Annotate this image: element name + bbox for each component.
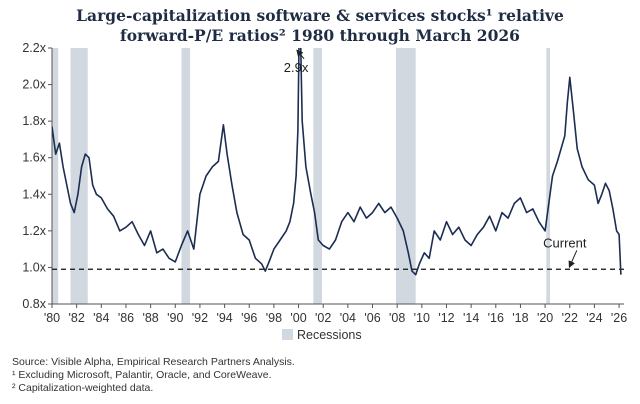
x-tick-label: '06 [364,311,380,325]
x-tick-label: '92 [192,311,208,325]
legend-label: Recessions [297,328,362,342]
recession-band [313,48,322,304]
chart-title-line-1: Large-capitalization software & services… [76,6,564,25]
legend-swatch [282,329,293,340]
y-tick-label: 1.4x [22,187,46,201]
series-group [52,48,622,276]
source-note: Source: Visible Alpha, Empirical Researc… [12,356,295,368]
annotations: 2.9x Current [284,49,587,269]
chart-title: Large-capitalization software & services… [0,6,640,46]
x-tick-label: '90 [167,311,183,325]
annotation-label: Current [543,235,587,250]
footnote-1: ¹ Excluding Microsoft, Palantir, Oracle,… [12,369,272,381]
x-tick-label: '88 [142,311,158,325]
x-tick-label: '80 [44,311,60,325]
axes: 0.8x 1.0x 1.2x 1.4x 1.6x 1.8x 2.0x 2.2x '80 '82 '8… [22,41,627,325]
recession-band [395,48,416,304]
x-tick-label: '14 [463,311,479,325]
recession-band [52,48,59,304]
y-tick-label: 0.8x [22,297,46,311]
x-tick-label: '26 [611,311,627,325]
x-tick-label: '96 [241,311,257,325]
y-tick-label: 1.2x [22,224,46,238]
x-tick-label: '22 [562,311,578,325]
x-tick-label: '86 [118,311,134,325]
x-tick-label: '82 [69,311,85,325]
recession-band [181,48,191,304]
recession-band [546,48,551,304]
y-tick-label: 2.0x [22,78,46,92]
x-tick-label: '94 [216,311,232,325]
annotation-arrow [296,49,305,60]
x-tick-label: '02 [315,311,331,325]
footnote-2: ² Capitalization-weighted data. [12,382,154,394]
legend: Recessions [282,328,362,342]
x-tick-label: '08 [389,311,405,325]
recession-band [70,48,88,304]
y-tick-label: 1.0x [22,260,46,274]
y-tick-label: 1.8x [22,114,46,128]
x-tick-label: '98 [266,311,282,325]
series-line [52,48,622,276]
chart-title-line-2: forward-P/E ratios² 1980 through March 2… [120,26,520,45]
annotation-label: 2.9x [284,60,309,75]
y-tick-label: 1.6x [22,151,46,165]
x-tick-label: '04 [340,311,356,325]
x-tick-label: '16 [488,311,504,325]
y-tick-label: 2.2x [22,41,46,55]
x-tick-label: '18 [512,311,528,325]
annotation-arrow [568,250,578,269]
x-tick-label: '00 [290,311,306,325]
x-tick-label: '24 [586,311,602,325]
x-tick-label: '10 [414,311,430,325]
x-tick-label: '12 [438,311,454,325]
x-tick-label: '20 [537,311,553,325]
recession-shading [52,48,551,304]
x-tick-label: '84 [93,311,109,325]
footnotes: Source: Visible Alpha, Empirical Researc… [12,356,295,395]
